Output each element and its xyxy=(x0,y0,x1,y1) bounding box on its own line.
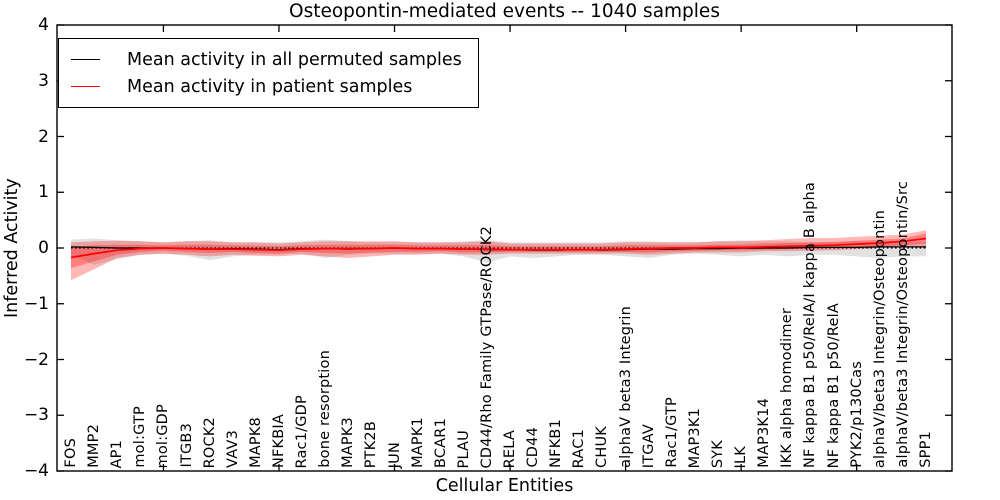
x-tick-label: RELA xyxy=(502,429,519,468)
x-tick-label: SPP1 xyxy=(918,431,934,468)
x-tick-label: PLAU xyxy=(455,429,472,469)
y-tick-label: −2 xyxy=(23,349,49,370)
x-tick-label: AP1 xyxy=(109,439,126,469)
legend-label-patient: Mean activity in patient samples xyxy=(127,76,413,97)
x-tick-label: IKK alpha homodimer xyxy=(779,308,796,468)
x-tick-label: CHUK xyxy=(594,426,611,468)
x-tick-label: mol:GTP xyxy=(132,406,149,468)
x-tick-label: NFKB1 xyxy=(548,419,565,468)
x-tick-label: MAPK1 xyxy=(409,417,426,468)
x-tick-label: bone resorption xyxy=(317,350,334,468)
permuted-line-sample-icon xyxy=(71,59,100,60)
x-tick-label: mol:GDP xyxy=(155,403,172,468)
x-tick-label: PTK2B xyxy=(363,420,380,468)
band-patient-samples-spread-outer- xyxy=(71,230,926,281)
y-tick-label: −3 xyxy=(23,405,49,426)
legend-label-permuted: Mean activity in all permuted samples xyxy=(127,49,462,70)
x-tick-label: CD44/Rho Family GTPase/ROCK2 xyxy=(478,225,495,469)
x-tick-label: BCAR1 xyxy=(432,417,449,468)
legend-row-permuted: Mean activity in all permuted samples xyxy=(71,46,462,73)
band-patient-samples-spread-inner- xyxy=(71,233,926,269)
x-tick-label: ITGB3 xyxy=(178,423,195,468)
x-tick-label: MMP2 xyxy=(86,424,103,468)
x-tick-label: MAP3K1 xyxy=(686,407,703,468)
x-tick-label: VAV3 xyxy=(224,430,241,468)
x-axis-label: Cellular Entities xyxy=(435,476,574,496)
x-tick-label: alphaV/beta3 Integrin/Osteopontin xyxy=(871,209,888,468)
band-permuted-samples-spread xyxy=(71,238,926,265)
x-tick-label: MAPK8 xyxy=(247,417,264,468)
legend: Mean activity in all permuted samples Me… xyxy=(58,38,479,108)
x-tick-label: MAPK3 xyxy=(340,417,357,468)
x-tick-label: SYK xyxy=(710,439,727,468)
x-tick-label: JUN xyxy=(386,441,403,468)
x-tick-label: ROCK2 xyxy=(201,416,218,468)
y-tick-label: 2 xyxy=(38,126,49,147)
x-tick-label: alphaV beta3 Integrin xyxy=(617,306,634,468)
y-tick-label: 4 xyxy=(38,15,49,35)
x-tick-label: CD44 xyxy=(525,427,542,468)
x-tick-label: NFKBIA xyxy=(270,413,287,468)
x-tick-label: Rac1/GTP xyxy=(663,397,680,468)
y-tick-label: 1 xyxy=(38,182,49,203)
x-tick-label: ILK xyxy=(733,445,750,468)
y-tick-label: −1 xyxy=(23,293,49,314)
x-tick-label: MAP3K14 xyxy=(756,398,773,468)
chart-title: Osteopontin-mediated events -- 1040 samp… xyxy=(289,1,720,22)
y-tick-label: 0 xyxy=(38,238,49,258)
legend-row-patient: Mean activity in patient samples xyxy=(71,73,462,100)
y-tick-label: 3 xyxy=(38,70,49,91)
x-tick-label: FOS xyxy=(63,438,79,468)
x-tick-label: NF kappa B1 p50/RelA xyxy=(825,302,842,468)
x-tick-label: NF kappa B1 p50/RelA/I kappa B alpha xyxy=(802,182,819,468)
x-tick-label: alphaV/beta3 Integrin/Osteopontin/Src xyxy=(894,181,911,468)
x-tick-label: ITGAV xyxy=(640,423,657,468)
y-tick-label: −4 xyxy=(23,461,49,481)
x-tick-label: RAC1 xyxy=(571,428,588,468)
patient-line-sample-icon xyxy=(71,86,100,87)
x-tick-label: Rac1/GDP xyxy=(294,394,311,468)
x-tick-label: PYK2/p130Cas xyxy=(848,361,865,468)
patient-mean-line xyxy=(70,237,927,259)
